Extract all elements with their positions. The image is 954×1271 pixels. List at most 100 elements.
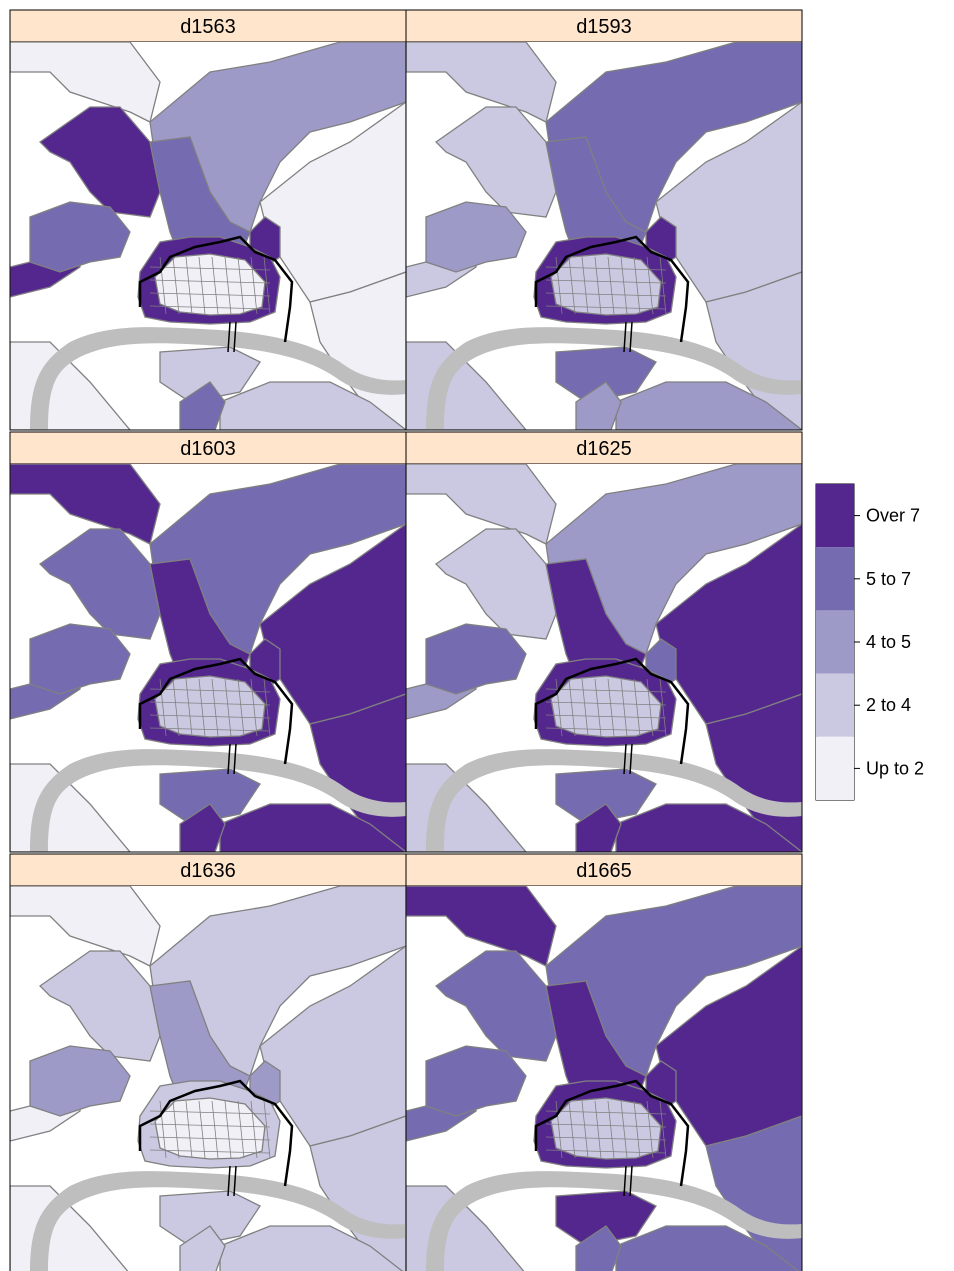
map-area bbox=[406, 886, 802, 1271]
parish-w_blocks bbox=[425, 623, 527, 695]
parish-w_blocks bbox=[29, 623, 131, 695]
parish-line bbox=[568, 1100, 576, 1159]
map-panel-d1563: d1563 bbox=[9, 9, 407, 431]
parish-nw_big bbox=[38, 950, 161, 1062]
parish-line bbox=[581, 1100, 589, 1159]
parish-line bbox=[250, 1100, 258, 1159]
panel-strip bbox=[405, 9, 803, 43]
parish-nw_big bbox=[38, 106, 161, 218]
parish-line bbox=[237, 1100, 245, 1159]
parish-line bbox=[646, 678, 654, 737]
parish-line bbox=[198, 678, 206, 737]
parish-line bbox=[545, 1149, 667, 1154]
parish-nw_big bbox=[434, 528, 557, 640]
parish-se bbox=[219, 803, 406, 852]
parish-line bbox=[149, 292, 271, 297]
parish-line bbox=[545, 688, 667, 693]
parish-line bbox=[607, 256, 615, 315]
legend: Over 7 5 to 7 4 to 5 2 to 4 Up to 2 bbox=[815, 483, 924, 801]
london-bridge bbox=[227, 743, 237, 775]
panel-title: d1665 bbox=[576, 860, 632, 882]
parish-south_blob bbox=[575, 1225, 622, 1271]
parish-line bbox=[607, 678, 615, 737]
panel-border bbox=[405, 431, 803, 853]
parish-w_blocks bbox=[29, 1045, 131, 1117]
parish-line bbox=[555, 1100, 563, 1159]
parish-line bbox=[224, 256, 232, 315]
map-area bbox=[10, 886, 406, 1271]
map-panel-d1593: d1593 bbox=[405, 9, 803, 431]
parish-line bbox=[172, 678, 180, 737]
parish-line bbox=[633, 678, 641, 737]
parish-line bbox=[545, 1123, 667, 1128]
river-thames bbox=[30, 327, 406, 430]
parish-line bbox=[159, 1100, 167, 1159]
map-panel-d1603: d1603 bbox=[9, 431, 407, 853]
map-area bbox=[406, 42, 802, 430]
parish-line bbox=[149, 688, 271, 693]
river-thames bbox=[426, 1171, 802, 1271]
parish-w_blocks bbox=[425, 201, 527, 273]
river-thames bbox=[30, 749, 406, 852]
parish-line bbox=[149, 1110, 271, 1115]
parish-city bbox=[550, 675, 662, 738]
parish-city bbox=[550, 1097, 662, 1160]
parish-city bbox=[550, 253, 662, 316]
parish-line bbox=[633, 1100, 641, 1159]
river-thames bbox=[426, 327, 802, 430]
parish-line bbox=[237, 678, 245, 737]
parish-line bbox=[263, 1100, 271, 1159]
parish-line bbox=[159, 256, 167, 315]
parish-line bbox=[555, 678, 563, 737]
map-area bbox=[10, 464, 406, 852]
parish-south_blob bbox=[575, 381, 622, 430]
city-wall bbox=[138, 657, 294, 765]
parish-line bbox=[594, 256, 602, 315]
map-area bbox=[10, 42, 406, 430]
river-thames bbox=[426, 749, 802, 852]
parish-line bbox=[545, 1136, 667, 1141]
city-wall bbox=[534, 657, 690, 765]
parish-se bbox=[615, 803, 802, 852]
parish-line bbox=[250, 678, 258, 737]
panel-title: d1593 bbox=[576, 16, 632, 38]
parish-line bbox=[581, 256, 589, 315]
legend-label: Over 7 bbox=[866, 506, 920, 526]
parish-line bbox=[594, 678, 602, 737]
legend-label: 5 to 7 bbox=[866, 569, 911, 589]
parish-line bbox=[211, 678, 219, 737]
city-wall bbox=[534, 1079, 690, 1187]
parish-city bbox=[154, 253, 266, 316]
london-bridge bbox=[623, 743, 633, 775]
parish-se bbox=[219, 381, 406, 430]
parish-line bbox=[185, 678, 193, 737]
parish-south bbox=[159, 768, 261, 825]
parish-line bbox=[149, 279, 271, 284]
parish-line bbox=[159, 678, 167, 737]
parish-line bbox=[198, 256, 206, 315]
parish-line bbox=[149, 714, 271, 719]
parish-line bbox=[211, 1100, 219, 1159]
parish-line bbox=[224, 678, 232, 737]
city-wall bbox=[138, 1079, 294, 1187]
parish-line bbox=[545, 292, 667, 297]
london-bridge bbox=[623, 321, 633, 353]
legend-label: 2 to 4 bbox=[866, 695, 911, 715]
parish-line bbox=[555, 256, 563, 315]
parish-line bbox=[568, 256, 576, 315]
parish-line bbox=[633, 256, 641, 315]
parish-line bbox=[149, 701, 271, 706]
parish-line bbox=[263, 256, 271, 315]
city-wall bbox=[138, 235, 294, 343]
parish-line bbox=[149, 1149, 271, 1154]
parish-south bbox=[159, 346, 261, 403]
london-bridge bbox=[227, 1165, 237, 1197]
parish-line bbox=[646, 1100, 654, 1159]
parish-line bbox=[545, 727, 667, 732]
parish-line bbox=[172, 1100, 180, 1159]
parish-south_blob bbox=[575, 803, 622, 852]
panels-layer: d1563 d1593 d1603 d1625 d1636 d1665 bbox=[9, 9, 803, 1271]
parish-line bbox=[149, 1123, 271, 1128]
panel-border bbox=[405, 853, 803, 1271]
